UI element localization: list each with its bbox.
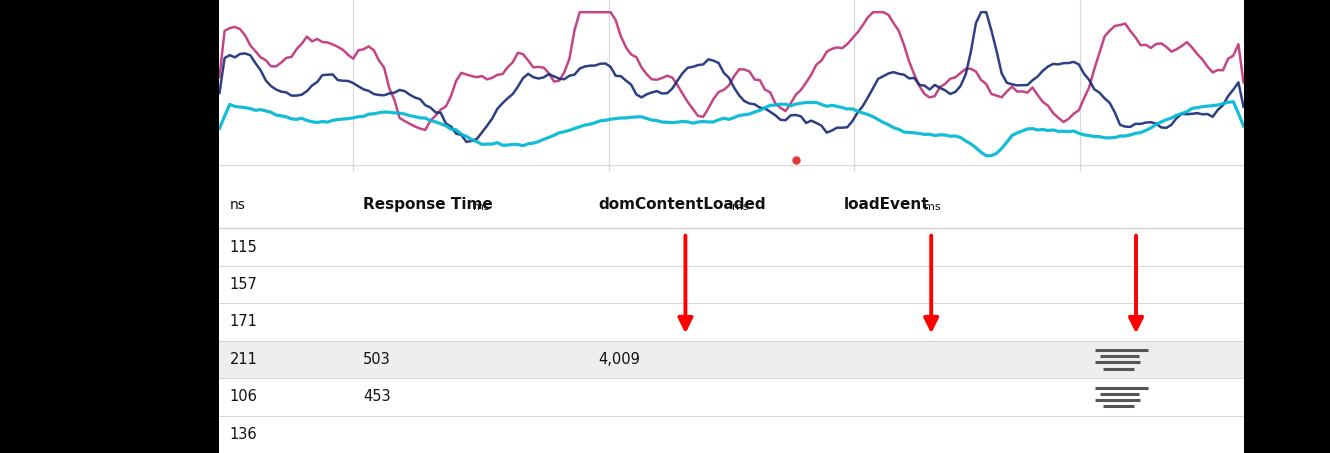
Text: ms: ms <box>923 202 940 212</box>
Text: ms: ms <box>473 202 489 212</box>
Text: 453: 453 <box>363 389 391 405</box>
Text: 503: 503 <box>363 352 391 367</box>
Bar <box>219 341 1244 378</box>
Text: Response Time: Response Time <box>363 197 492 212</box>
Text: 115: 115 <box>230 240 258 255</box>
Text: ms: ms <box>732 202 749 212</box>
Text: 136: 136 <box>230 427 257 442</box>
Text: 171: 171 <box>230 314 258 329</box>
Text: 106: 106 <box>230 389 258 405</box>
Text: loadEvent: loadEvent <box>845 197 930 212</box>
Text: 157: 157 <box>230 277 258 292</box>
Text: 211: 211 <box>230 352 258 367</box>
Text: ns: ns <box>230 198 246 212</box>
Text: domContentLoaded: domContentLoaded <box>598 197 766 212</box>
Text: 4,009: 4,009 <box>598 352 640 367</box>
